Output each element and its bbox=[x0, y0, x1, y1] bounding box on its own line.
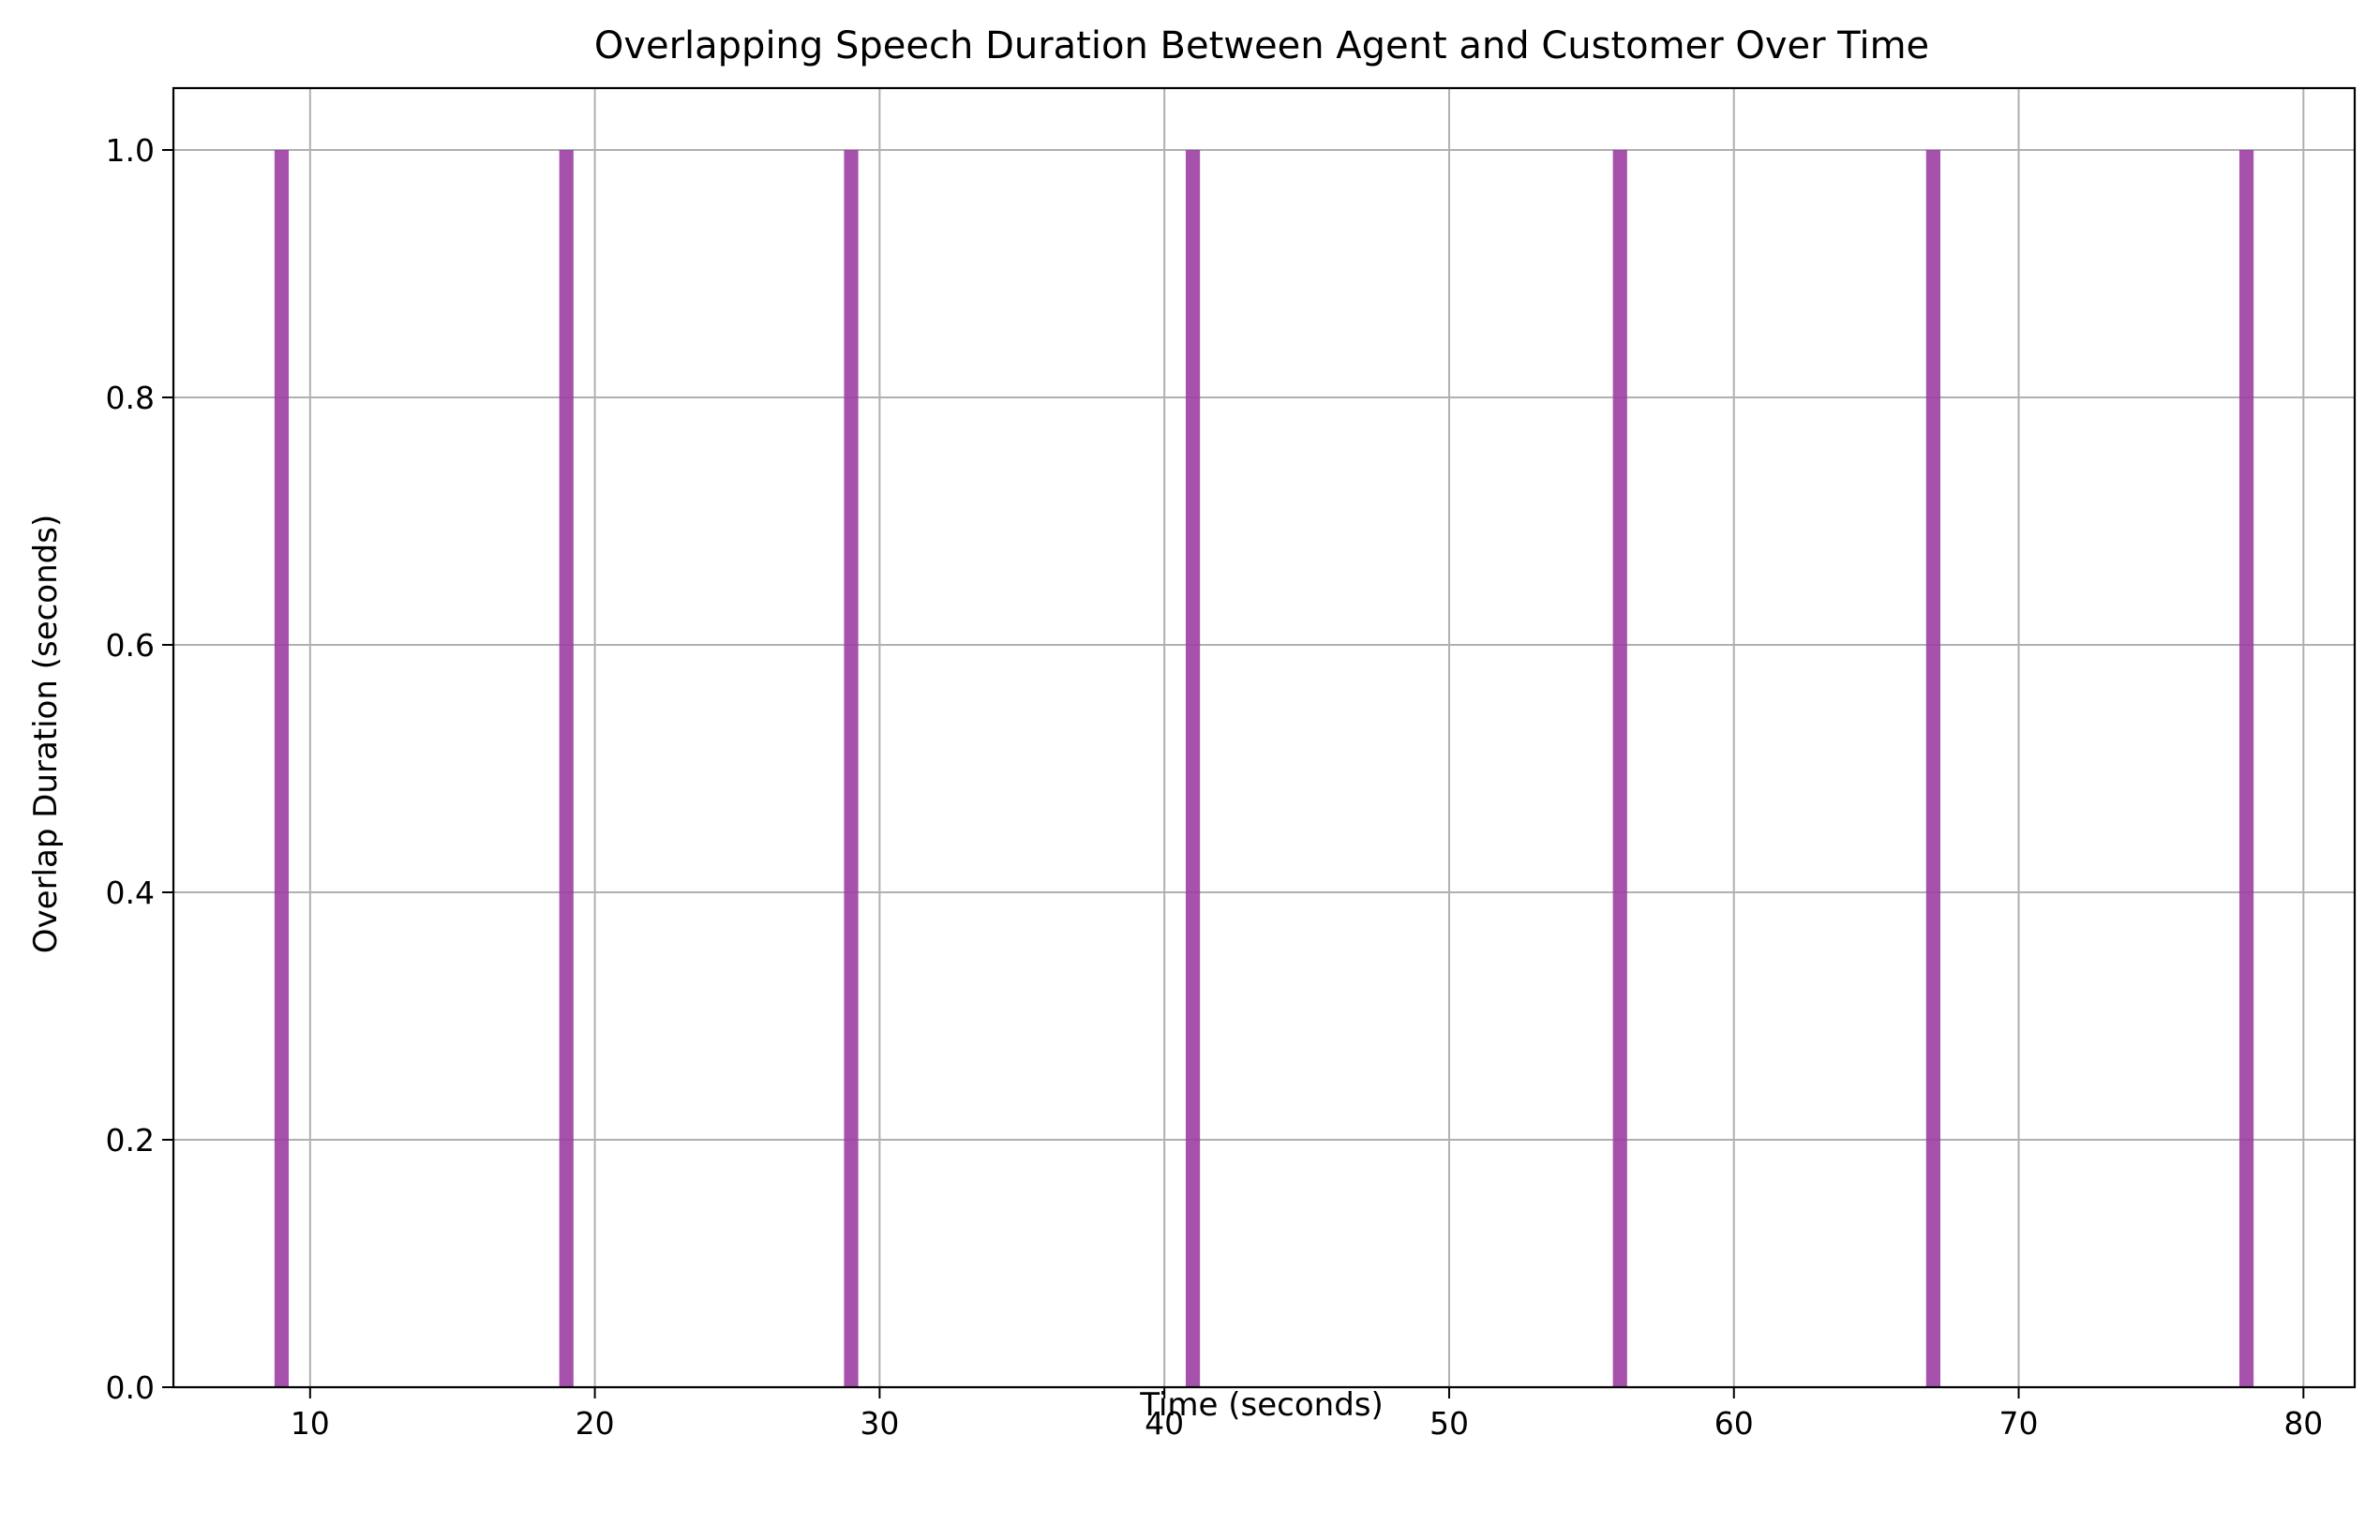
x-tick-label: 80 bbox=[2283, 1405, 2323, 1442]
bar-29 bbox=[844, 150, 859, 1387]
x-axis-label: Time (seconds) bbox=[1139, 1386, 1384, 1424]
x-tick-label: 70 bbox=[1999, 1405, 2039, 1442]
y-axis: 0.0 0.2 0.4 0.6 0.8 1.0 bbox=[106, 132, 173, 1406]
x-tick-label: 50 bbox=[1429, 1405, 1469, 1442]
x-tick-label: 40 bbox=[1145, 1405, 1184, 1442]
y-axis-label: Overlap Duration (seconds) bbox=[27, 515, 65, 953]
y-tick-label: 0.4 bbox=[106, 875, 155, 911]
bar-19 bbox=[559, 150, 574, 1387]
x-tick-label: 60 bbox=[1714, 1405, 1754, 1442]
plot-frame bbox=[172, 86, 2357, 1389]
y-tick-label: 0.0 bbox=[106, 1369, 155, 1406]
x-axis: 10 20 30 40 50 60 70 80 bbox=[291, 1387, 2323, 1442]
grid-layer bbox=[173, 88, 2355, 1388]
bar-9 bbox=[274, 150, 290, 1387]
y-tick-label: 0.8 bbox=[106, 380, 155, 416]
bar-67 bbox=[1925, 150, 1940, 1387]
bar-56 bbox=[1612, 150, 1627, 1387]
y-tick-label: 1.0 bbox=[106, 132, 155, 169]
x-tick-label: 30 bbox=[860, 1405, 899, 1442]
y-tick-label: 0.6 bbox=[106, 627, 155, 664]
bar-layer bbox=[274, 150, 2254, 1387]
x-tick-label: 10 bbox=[291, 1405, 330, 1442]
bar-78 bbox=[2238, 150, 2254, 1387]
chart-title: Overlapping Speech Duration Between Agen… bbox=[594, 24, 1929, 67]
x-tick-label: 20 bbox=[576, 1405, 615, 1442]
y-tick-label: 0.2 bbox=[106, 1122, 155, 1159]
bar-41 bbox=[1185, 150, 1201, 1387]
